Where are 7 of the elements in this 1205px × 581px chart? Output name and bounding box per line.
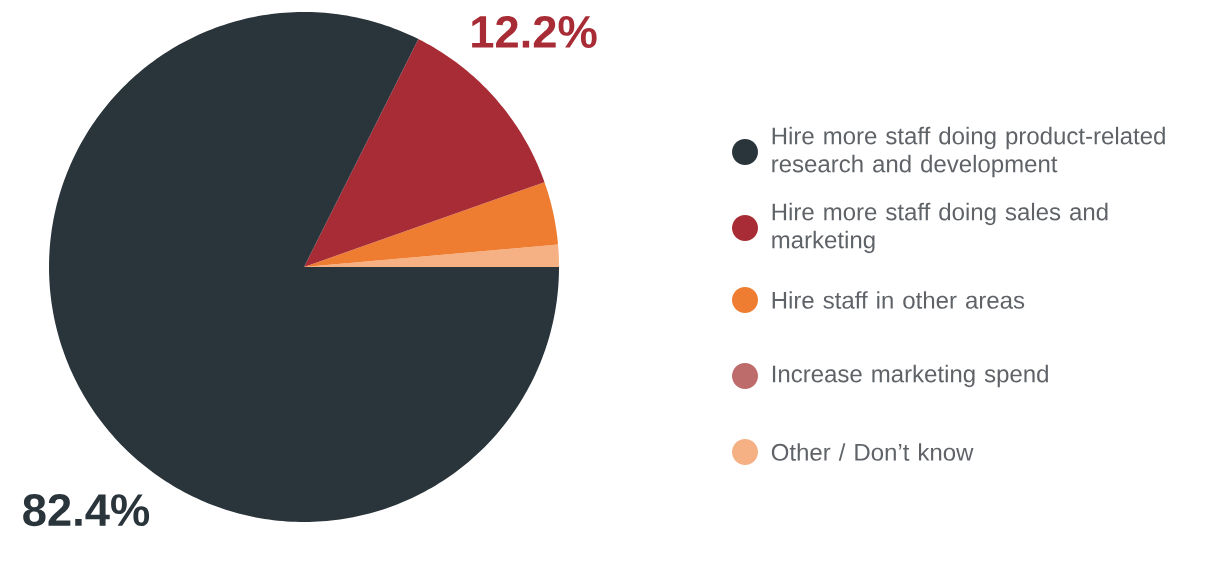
legend-label: Hire staff in other areas xyxy=(772,291,1025,309)
legend-label: Increase marketing spend xyxy=(772,364,1048,388)
legend-label: Hire more staff doing product-related research and development xyxy=(772,126,1165,178)
data-label: 12.2% xyxy=(472,15,597,48)
data-label: 82.4% xyxy=(23,494,150,527)
legend-label: Other / Don’t know xyxy=(771,443,974,461)
legend-label: Hire more staff doing sales and marketing xyxy=(772,202,1108,254)
